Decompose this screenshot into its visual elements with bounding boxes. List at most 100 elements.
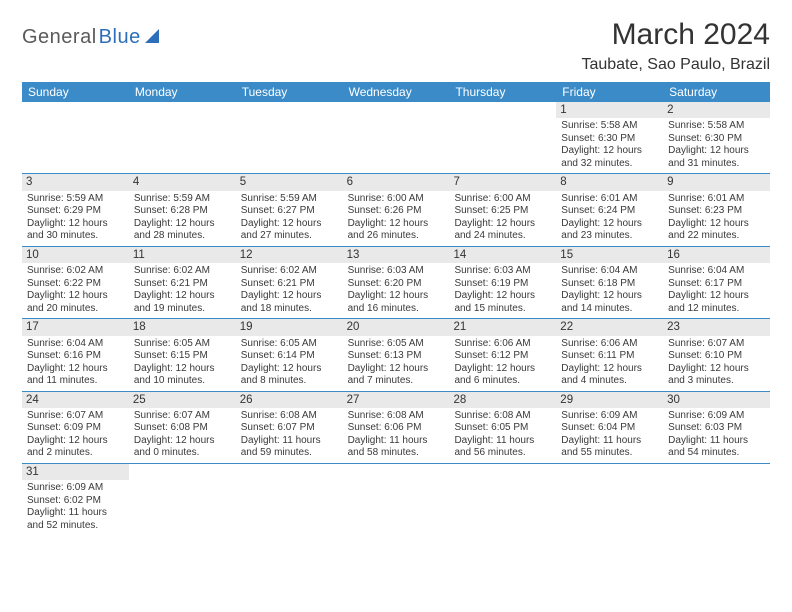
daylight-line-2: and 26 minutes. bbox=[348, 230, 445, 243]
daylight-line-2: and 12 minutes. bbox=[668, 303, 765, 316]
day-cell: 22Sunrise: 6:06 AMSunset: 6:11 PMDayligh… bbox=[556, 319, 663, 390]
daylight-line-1: Daylight: 12 hours bbox=[348, 363, 445, 376]
daylight-line-1: Daylight: 11 hours bbox=[27, 507, 124, 520]
logo-text-blue: Blue bbox=[99, 26, 141, 49]
day-number: 1 bbox=[556, 102, 663, 118]
sunset-line: Sunset: 6:15 PM bbox=[134, 350, 231, 363]
day-number: 25 bbox=[129, 392, 236, 408]
empty-cell bbox=[343, 464, 450, 535]
sunrise-line: Sunrise: 6:03 AM bbox=[454, 265, 551, 278]
sunrise-line: Sunrise: 6:00 AM bbox=[348, 193, 445, 206]
week-row: 31Sunrise: 6:09 AMSunset: 6:02 PMDayligh… bbox=[22, 464, 770, 535]
day-number: 27 bbox=[343, 392, 450, 408]
daylight-line-1: Daylight: 11 hours bbox=[668, 435, 765, 448]
day-cell: 17Sunrise: 6:04 AMSunset: 6:16 PMDayligh… bbox=[22, 319, 129, 390]
sunset-line: Sunset: 6:05 PM bbox=[454, 422, 551, 435]
empty-cell bbox=[129, 102, 236, 173]
day-cell: 4Sunrise: 5:59 AMSunset: 6:28 PMDaylight… bbox=[129, 174, 236, 245]
sunrise-line: Sunrise: 6:04 AM bbox=[561, 265, 658, 278]
day-number: 15 bbox=[556, 247, 663, 263]
sunset-line: Sunset: 6:23 PM bbox=[668, 205, 765, 218]
day-cell: 14Sunrise: 6:03 AMSunset: 6:19 PMDayligh… bbox=[449, 247, 556, 318]
sunset-line: Sunset: 6:12 PM bbox=[454, 350, 551, 363]
daylight-line-1: Daylight: 12 hours bbox=[561, 363, 658, 376]
day-header-fri: Friday bbox=[556, 82, 663, 102]
day-cell: 2Sunrise: 5:58 AMSunset: 6:30 PMDaylight… bbox=[663, 102, 770, 173]
sunset-line: Sunset: 6:17 PM bbox=[668, 278, 765, 291]
day-number: 9 bbox=[663, 174, 770, 190]
empty-cell bbox=[236, 102, 343, 173]
location-text: Taubate, Sao Paulo, Brazil bbox=[581, 56, 770, 74]
daylight-line-1: Daylight: 12 hours bbox=[134, 290, 231, 303]
sunrise-line: Sunrise: 6:05 AM bbox=[348, 338, 445, 351]
sunset-line: Sunset: 6:18 PM bbox=[561, 278, 658, 291]
day-cell: 13Sunrise: 6:03 AMSunset: 6:20 PMDayligh… bbox=[343, 247, 450, 318]
daylight-line-1: Daylight: 12 hours bbox=[241, 218, 338, 231]
day-cell: 8Sunrise: 6:01 AMSunset: 6:24 PMDaylight… bbox=[556, 174, 663, 245]
sunrise-line: Sunrise: 5:59 AM bbox=[27, 193, 124, 206]
daylight-line-2: and 58 minutes. bbox=[348, 447, 445, 460]
empty-cell bbox=[449, 464, 556, 535]
empty-cell bbox=[663, 464, 770, 535]
daylight-line-2: and 14 minutes. bbox=[561, 303, 658, 316]
day-header-sat: Saturday bbox=[663, 82, 770, 102]
daylight-line-1: Daylight: 12 hours bbox=[27, 435, 124, 448]
day-number: 3 bbox=[22, 174, 129, 190]
day-cell: 5Sunrise: 5:59 AMSunset: 6:27 PMDaylight… bbox=[236, 174, 343, 245]
daylight-line-1: Daylight: 11 hours bbox=[348, 435, 445, 448]
day-number: 31 bbox=[22, 464, 129, 480]
sunrise-line: Sunrise: 6:09 AM bbox=[668, 410, 765, 423]
daylight-line-2: and 4 minutes. bbox=[561, 375, 658, 388]
sunrise-line: Sunrise: 6:06 AM bbox=[454, 338, 551, 351]
daylight-line-1: Daylight: 12 hours bbox=[348, 290, 445, 303]
sail-icon bbox=[145, 29, 159, 43]
day-cell: 16Sunrise: 6:04 AMSunset: 6:17 PMDayligh… bbox=[663, 247, 770, 318]
sunrise-line: Sunrise: 6:02 AM bbox=[134, 265, 231, 278]
empty-cell bbox=[22, 102, 129, 173]
daylight-line-2: and 2 minutes. bbox=[27, 447, 124, 460]
daylight-line-1: Daylight: 12 hours bbox=[27, 363, 124, 376]
sunset-line: Sunset: 6:07 PM bbox=[241, 422, 338, 435]
day-cell: 21Sunrise: 6:06 AMSunset: 6:12 PMDayligh… bbox=[449, 319, 556, 390]
day-header-mon: Monday bbox=[129, 82, 236, 102]
day-number: 29 bbox=[556, 392, 663, 408]
weeks-container: 1Sunrise: 5:58 AMSunset: 6:30 PMDaylight… bbox=[22, 102, 770, 535]
day-number: 19 bbox=[236, 319, 343, 335]
day-number: 18 bbox=[129, 319, 236, 335]
daylight-line-1: Daylight: 12 hours bbox=[27, 218, 124, 231]
daylight-line-1: Daylight: 12 hours bbox=[561, 290, 658, 303]
day-cell: 10Sunrise: 6:02 AMSunset: 6:22 PMDayligh… bbox=[22, 247, 129, 318]
day-cell: 12Sunrise: 6:02 AMSunset: 6:21 PMDayligh… bbox=[236, 247, 343, 318]
sunrise-line: Sunrise: 6:01 AM bbox=[668, 193, 765, 206]
sunset-line: Sunset: 6:08 PM bbox=[134, 422, 231, 435]
daylight-line-2: and 28 minutes. bbox=[134, 230, 231, 243]
daylight-line-2: and 54 minutes. bbox=[668, 447, 765, 460]
daylight-line-1: Daylight: 12 hours bbox=[668, 290, 765, 303]
sunrise-line: Sunrise: 6:09 AM bbox=[27, 482, 124, 495]
day-header-tue: Tuesday bbox=[236, 82, 343, 102]
day-cell: 30Sunrise: 6:09 AMSunset: 6:03 PMDayligh… bbox=[663, 392, 770, 463]
daylight-line-2: and 16 minutes. bbox=[348, 303, 445, 316]
daylight-line-2: and 6 minutes. bbox=[454, 375, 551, 388]
sunrise-line: Sunrise: 6:04 AM bbox=[27, 338, 124, 351]
daylight-line-1: Daylight: 11 hours bbox=[561, 435, 658, 448]
sunset-line: Sunset: 6:09 PM bbox=[27, 422, 124, 435]
sunrise-line: Sunrise: 6:09 AM bbox=[561, 410, 658, 423]
empty-cell bbox=[449, 102, 556, 173]
sunrise-line: Sunrise: 6:01 AM bbox=[561, 193, 658, 206]
day-number: 28 bbox=[449, 392, 556, 408]
day-number: 12 bbox=[236, 247, 343, 263]
daylight-line-2: and 31 minutes. bbox=[668, 158, 765, 171]
daylight-line-2: and 22 minutes. bbox=[668, 230, 765, 243]
daylight-line-1: Daylight: 12 hours bbox=[134, 218, 231, 231]
sunrise-line: Sunrise: 6:02 AM bbox=[241, 265, 338, 278]
daylight-line-2: and 20 minutes. bbox=[27, 303, 124, 316]
day-number: 14 bbox=[449, 247, 556, 263]
day-cell: 26Sunrise: 6:08 AMSunset: 6:07 PMDayligh… bbox=[236, 392, 343, 463]
day-cell: 20Sunrise: 6:05 AMSunset: 6:13 PMDayligh… bbox=[343, 319, 450, 390]
daylight-line-1: Daylight: 12 hours bbox=[668, 145, 765, 158]
daylight-line-2: and 18 minutes. bbox=[241, 303, 338, 316]
daylight-line-1: Daylight: 12 hours bbox=[27, 290, 124, 303]
sunset-line: Sunset: 6:03 PM bbox=[668, 422, 765, 435]
day-cell: 9Sunrise: 6:01 AMSunset: 6:23 PMDaylight… bbox=[663, 174, 770, 245]
